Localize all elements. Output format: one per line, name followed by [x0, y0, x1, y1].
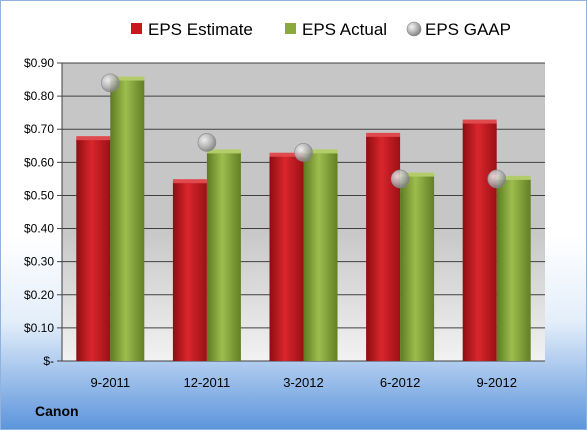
y-tick-label: $-: [43, 354, 54, 368]
x-tick-label: 3-2012: [283, 375, 323, 390]
bar-top-cap: [462, 119, 497, 124]
bar-eps-actual: [400, 175, 435, 361]
x-tick-label: 6-2012: [380, 375, 420, 390]
y-axis-ticks: $- $0.10 $0.20 $0.30 $0.40 $0.50 $0.60 $0.70 $0.…: [24, 56, 63, 368]
y-tick-label: $0.60: [24, 155, 54, 169]
legend-swatch: [131, 23, 142, 34]
bar-eps-estimate: [269, 155, 304, 361]
legend-label: EPS Estimate: [148, 20, 253, 39]
bar-eps-actual: [496, 178, 531, 361]
y-tick-label: $0.50: [24, 188, 54, 202]
bar-top-cap: [76, 136, 111, 141]
bar-eps-estimate: [76, 139, 111, 361]
marker-eps-gaap: [294, 143, 313, 162]
bar-top-cap: [269, 152, 304, 157]
bar-top-cap: [303, 149, 338, 154]
bar-eps-actual: [110, 79, 145, 362]
bars: [76, 76, 531, 362]
legend-label: EPS Actual: [302, 20, 387, 39]
x-axis-ticks: 9-2011 12-2011 3-2012 6-2012 9-2012: [91, 375, 517, 390]
y-tick-label: $0.70: [24, 122, 54, 136]
gaap-markers: [101, 73, 507, 189]
y-tick-label: $0.10: [24, 321, 54, 335]
bar-top-cap: [110, 76, 145, 81]
bar-eps-actual: [206, 152, 241, 361]
chart-legend: EPS Estimate EPS Actual EPS GAAP: [131, 20, 511, 39]
company-label: Canon: [35, 403, 79, 419]
y-tick-label: $0.20: [24, 288, 54, 302]
y-tick-label: $0.30: [24, 255, 54, 269]
bar-top-cap: [206, 149, 241, 154]
y-tick-label: $0.90: [24, 56, 54, 70]
y-tick-label: $0.80: [24, 89, 54, 103]
bar-eps-actual: [303, 152, 338, 361]
bar-top-cap: [400, 172, 435, 177]
x-tick-label: 9-2012: [476, 375, 516, 390]
marker-eps-gaap: [487, 169, 507, 189]
marker-eps-gaap: [101, 73, 120, 93]
x-tick-label: 9-2011: [91, 375, 131, 390]
bar-eps-estimate: [366, 135, 401, 361]
bar-top-cap: [366, 132, 401, 137]
bar-eps-estimate: [462, 122, 497, 361]
legend-swatch: [285, 23, 296, 34]
legend-swatch: [406, 21, 422, 37]
bar-eps-estimate: [172, 182, 207, 361]
bar-top-cap: [172, 179, 207, 184]
y-tick-label: $0.40: [24, 222, 54, 236]
marker-eps-gaap: [197, 133, 217, 152]
x-tick-label: 12-2011: [184, 375, 231, 390]
legend-label: EPS GAAP: [425, 20, 511, 39]
marker-eps-gaap: [390, 169, 410, 189]
bar-top-cap: [496, 175, 531, 180]
